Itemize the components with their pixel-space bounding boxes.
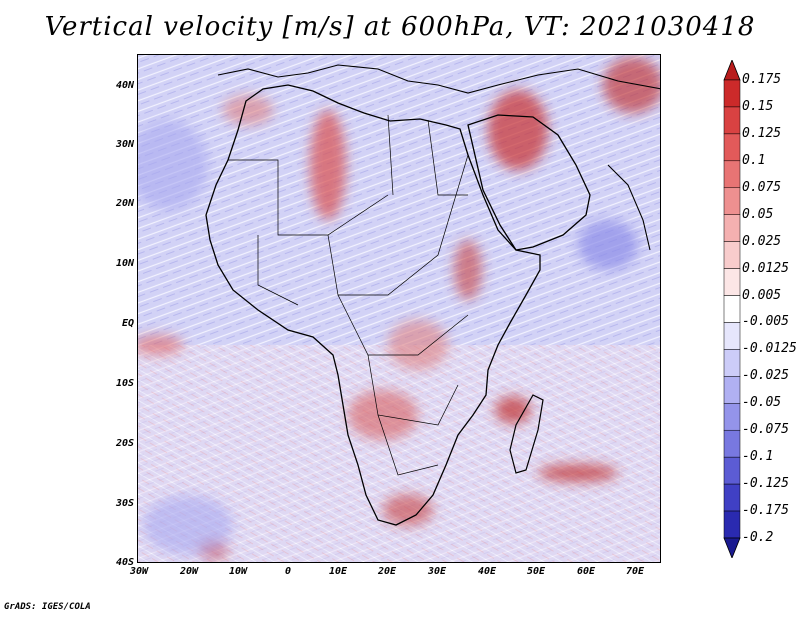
colorbar-segment [723,403,741,431]
lat-label-40n: 40N [115,80,134,91]
descent-west [138,120,208,210]
colorbar-label: 0.075 [742,179,782,195]
ascent-southern [348,390,418,440]
colorbar-segment [723,241,741,269]
colorbar-bottom-arrow [723,537,741,558]
colorbar-label: 0.125 [742,125,782,141]
descent-horn [578,220,638,270]
arabia-coastline [467,114,591,251]
footer-credit: GrADS: IGES/COLA [4,602,91,612]
colorbar-label: -0.005 [742,314,789,330]
lat-label-40s: 40S [115,557,134,568]
colorbar-segment [723,295,741,323]
colorbar-label: -0.075 [742,422,789,438]
colorbar-segment [723,376,741,404]
colorbar-label: -0.125 [742,476,789,492]
lat-label-20n: 20N [115,198,134,209]
map-panel [137,54,661,563]
lat-label-30n: 30N [115,139,134,150]
ascent-ethiopia [454,240,482,300]
ascent-indian-ocean [538,464,618,482]
ascent-arabia [488,90,548,170]
lat-label-eq: EQ [121,318,134,329]
madagascar-coastline [509,394,544,474]
descent-sw-atlantic [143,495,233,555]
colorbar [723,60,741,558]
colorbar-label: -0.175 [742,503,789,519]
colorbar-label: -0.1 [742,449,774,465]
colorbar-segment [723,187,741,215]
colorbar-label: 0.025 [742,233,782,249]
colorbar-segment [723,106,741,135]
colorbar-label: 0.0125 [742,260,789,276]
colorbar-segment [723,322,741,350]
lon-label-60e: 60E [576,566,596,577]
lon-label-10e: 10E [328,566,348,577]
lon-label-30e: 30E [427,566,447,577]
colorbar-segment [723,79,741,108]
lon-label-30w: 30W [129,566,149,577]
colorbar-label: -0.0125 [742,341,797,357]
colorbar-top-arrow [723,60,741,81]
colorbar-segment [723,456,741,485]
ascent-morocco [223,95,273,125]
colorbar-segment [723,349,741,377]
lat-label-20s: 20S [115,438,134,449]
colorbar-segment [723,268,741,296]
colorbar-segment [723,160,741,189]
colorbar-label: -0.2 [742,530,774,545]
ascent-gulf-guinea [138,335,183,355]
colorbar-label: 0.1 [742,152,766,168]
ascent-south-africa [383,494,433,526]
colorbar-label: 0.005 [742,287,782,303]
map-svg [138,55,660,562]
ascent-madagascar [495,396,531,424]
colorbar-segment [723,133,741,162]
lon-label-50e: 50E [526,566,546,577]
colorbar-label: -0.05 [742,395,782,411]
colorbar-label: 0.175 [742,72,782,87]
lat-label-10s: 10S [115,378,134,389]
europe-coastline [217,64,660,94]
africa-coastline [205,84,541,526]
colorbar-segment [723,429,741,458]
colorbar-segment [723,483,741,512]
colorbar-label: 0.05 [742,206,774,222]
country-borders [228,114,469,476]
lon-label-40e: 40E [477,566,497,577]
lat-label-10n: 10N [115,258,134,269]
lon-label-70e: 70E [625,566,645,577]
ascent-sahara [310,110,346,220]
colorbar-segment [723,510,741,539]
lon-label-20e: 20E [377,566,397,577]
lon-label-10w: 10W [228,566,248,577]
lon-label-20w: 20W [179,566,199,577]
lon-label-0: 0 [284,566,292,577]
lat-label-30s: 30S [115,498,134,509]
colorbar-segment [723,214,741,242]
ascent-congo [388,320,448,370]
ascent-iran [603,57,660,113]
chart-title: Vertical velocity [m/s] at 600hPa, VT: 2… [44,12,756,42]
colorbar-label: 0.15 [742,98,774,114]
india-coastline [607,164,651,251]
ascent-areas [138,57,660,560]
colorbar-label: -0.025 [742,368,789,384]
